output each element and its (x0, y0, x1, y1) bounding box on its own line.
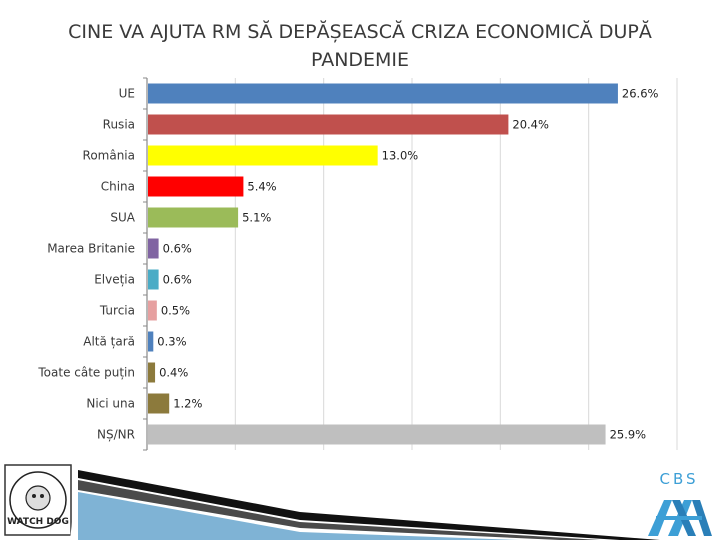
bar (148, 114, 509, 135)
bar (148, 269, 159, 290)
data-label: 25.9% (610, 428, 647, 442)
category-label: NȘ/NR (97, 428, 135, 442)
category-label: Elveția (94, 273, 135, 287)
category-label: Altă țară (83, 335, 135, 349)
data-label: 20.4% (512, 118, 549, 132)
bar (148, 300, 157, 321)
bar (148, 145, 378, 166)
data-label: 5.4% (247, 180, 276, 194)
bar (148, 331, 154, 352)
data-label: 0.6% (163, 273, 192, 287)
data-label: 0.4% (159, 366, 188, 380)
category-label: Toate câte puțin (37, 366, 135, 380)
data-label: 13.0% (382, 149, 419, 163)
bar (148, 424, 606, 445)
category-label: UE (119, 87, 135, 101)
chart-title: CINE VA AJUTA RM SĂ DEPĂȘEASCĂ CRIZA ECO… (68, 21, 652, 71)
data-label: 26.6% (622, 87, 659, 101)
bar (148, 176, 244, 197)
cbs-logo-text: CBS (659, 470, 698, 488)
category-label: Marea Britanie (47, 242, 135, 256)
watchdog-logo-text: WATCH DOG (7, 517, 69, 527)
category-label: România (83, 149, 135, 163)
category-label: SUA (110, 211, 135, 225)
category-label: Rusia (103, 118, 135, 132)
data-label: 1.2% (173, 397, 202, 411)
bar (148, 393, 170, 414)
data-label: 0.6% (163, 242, 192, 256)
cbs-logo: CBS (648, 470, 712, 536)
data-label: 0.5% (161, 304, 190, 318)
watchdog-logo: WATCH DOG (4, 464, 72, 536)
bar (148, 362, 156, 383)
category-label: China (101, 180, 135, 194)
bar (148, 238, 159, 259)
category-label: Turcia (99, 304, 135, 318)
category-label: Nici una (86, 397, 135, 411)
data-label: 5.1% (242, 211, 271, 225)
data-label: 0.3% (157, 335, 186, 349)
bar (148, 207, 239, 228)
bar (148, 83, 618, 104)
